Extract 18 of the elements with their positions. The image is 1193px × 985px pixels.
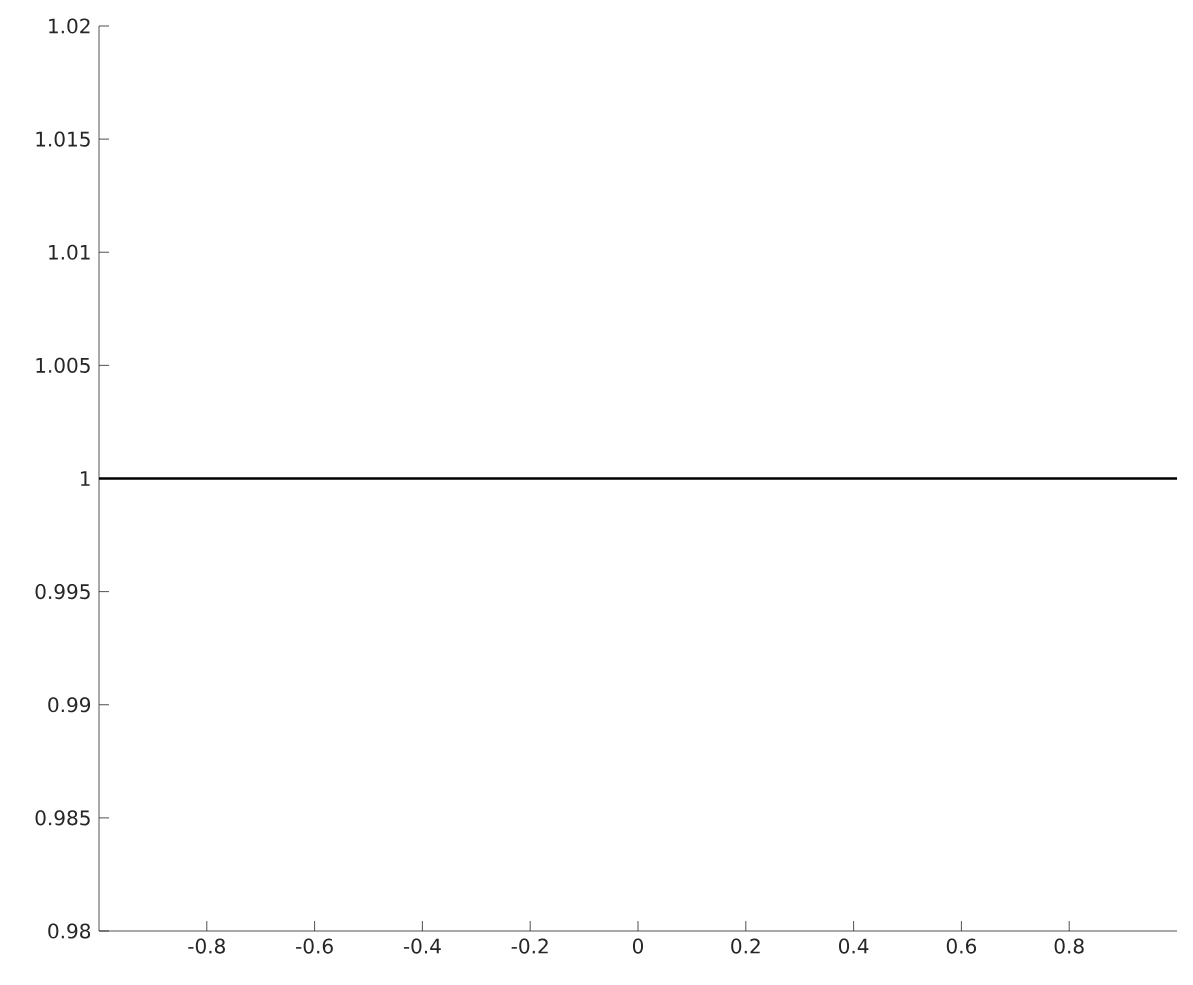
x-tick-label: -0.2 — [511, 938, 548, 954]
y-tick-label: 1.005 — [36, 357, 90, 373]
y-tick-label: 1 — [80, 471, 90, 486]
y-tick-label: 0.995 — [35, 584, 90, 600]
x-tick-label: -0.8 — [188, 938, 225, 954]
x-tick-label: -0.6 — [296, 938, 333, 954]
y-tick-label: 0.98 — [48, 923, 91, 939]
y-tick-label: 0.99 — [48, 697, 91, 713]
x-tick-label: 0.4 — [839, 938, 869, 954]
x-tick-label: 0.6 — [946, 938, 977, 954]
y-tick-label: 1.015 — [36, 131, 90, 147]
x-tick-label: 0 — [632, 938, 644, 954]
y-tick-label: 0.985 — [35, 810, 90, 826]
y-tick-label: 1.02 — [49, 18, 90, 34]
x-tick-label: -0.4 — [403, 938, 441, 954]
x-tick-label: 0.8 — [1054, 938, 1084, 954]
y-tick-label: 1.01 — [49, 244, 90, 260]
x-tick-label: 0.2 — [731, 938, 760, 954]
